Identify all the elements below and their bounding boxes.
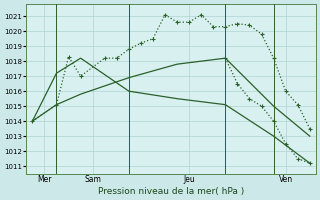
X-axis label: Pression niveau de la mer( hPa ): Pression niveau de la mer( hPa ) bbox=[98, 187, 244, 196]
